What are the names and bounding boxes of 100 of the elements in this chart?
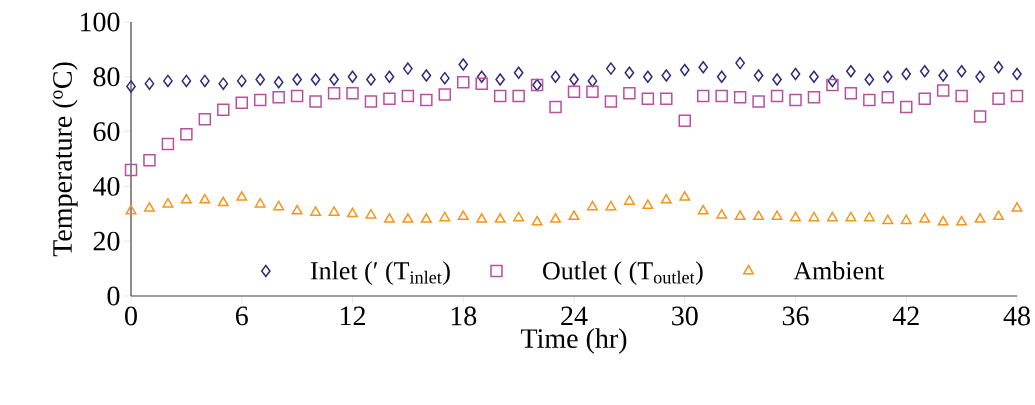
point	[328, 206, 340, 216]
point	[919, 213, 931, 223]
point	[642, 199, 654, 210]
y-tick-label: 20	[93, 231, 120, 251]
point	[144, 77, 155, 90]
point	[218, 77, 229, 90]
point	[918, 92, 931, 105]
point	[678, 114, 691, 127]
x-axis-title: Time (hr)	[520, 328, 627, 354]
point	[679, 63, 690, 77]
point	[199, 74, 210, 88]
point	[475, 77, 488, 90]
point	[420, 213, 432, 223]
x-tick-label: 36	[782, 306, 809, 326]
legend-label: Ambient	[793, 261, 885, 280]
point	[919, 65, 930, 78]
point	[882, 70, 893, 84]
x-tick-label: 48	[1003, 306, 1030, 326]
point	[863, 211, 875, 222]
point	[696, 89, 710, 103]
point	[254, 197, 266, 208]
point	[882, 214, 894, 225]
point	[845, 211, 857, 222]
point	[660, 92, 673, 105]
point	[290, 89, 304, 103]
x-tick-label: 24	[561, 306, 588, 326]
point	[864, 73, 875, 86]
point	[273, 76, 284, 89]
point	[956, 65, 967, 78]
point	[383, 92, 396, 105]
point	[770, 89, 784, 103]
point	[807, 91, 821, 104]
point	[827, 74, 838, 88]
point	[568, 210, 580, 221]
point	[198, 113, 212, 126]
point	[253, 93, 267, 107]
point	[236, 191, 248, 201]
point	[346, 207, 359, 218]
point	[549, 100, 562, 114]
point	[698, 60, 709, 74]
y-tick-label: 40	[93, 176, 120, 196]
point	[753, 210, 765, 221]
point	[661, 69, 672, 82]
point	[974, 213, 986, 223]
point	[955, 89, 968, 103]
point	[365, 208, 377, 219]
point	[735, 56, 746, 70]
x-tick-label: 42	[892, 306, 919, 326]
point	[364, 95, 378, 108]
point	[660, 193, 672, 204]
point	[457, 76, 470, 89]
point	[642, 70, 653, 84]
point	[438, 88, 452, 101]
point	[587, 74, 598, 88]
point	[808, 211, 820, 222]
point	[384, 70, 395, 84]
point	[439, 71, 450, 85]
point	[753, 69, 764, 82]
point	[716, 70, 727, 84]
point	[789, 211, 802, 222]
x-tick-label: 12	[340, 306, 365, 326]
point	[255, 73, 266, 86]
point	[771, 210, 783, 221]
point	[936, 84, 950, 97]
point	[993, 210, 1005, 221]
point	[734, 210, 746, 221]
point	[125, 204, 137, 215]
point	[606, 62, 616, 75]
point	[513, 66, 524, 79]
point	[531, 215, 543, 226]
point	[937, 215, 949, 226]
point	[789, 93, 802, 107]
point	[476, 213, 488, 223]
point	[623, 195, 635, 205]
y-tick-label: 60	[93, 122, 120, 142]
y-axis-title: Temperature ($^{o}$C)	[52, 62, 78, 257]
point	[973, 110, 987, 123]
point	[956, 215, 968, 226]
point	[790, 67, 801, 81]
point	[938, 69, 949, 82]
point	[586, 85, 599, 99]
point	[569, 73, 579, 86]
point	[716, 208, 728, 219]
point	[457, 210, 469, 221]
x-tick-label: 6	[235, 306, 248, 326]
point	[402, 213, 414, 223]
point	[844, 86, 858, 100]
x-tick-label: 18	[451, 306, 477, 326]
point	[310, 206, 322, 216]
point	[863, 93, 876, 107]
point	[309, 95, 322, 108]
point	[772, 73, 782, 86]
point	[513, 211, 525, 222]
point	[273, 200, 285, 211]
point	[476, 70, 487, 84]
point	[291, 204, 303, 215]
point	[993, 60, 1004, 74]
point	[809, 70, 819, 84]
y-tick-label: 80	[93, 67, 120, 87]
point	[143, 154, 156, 167]
